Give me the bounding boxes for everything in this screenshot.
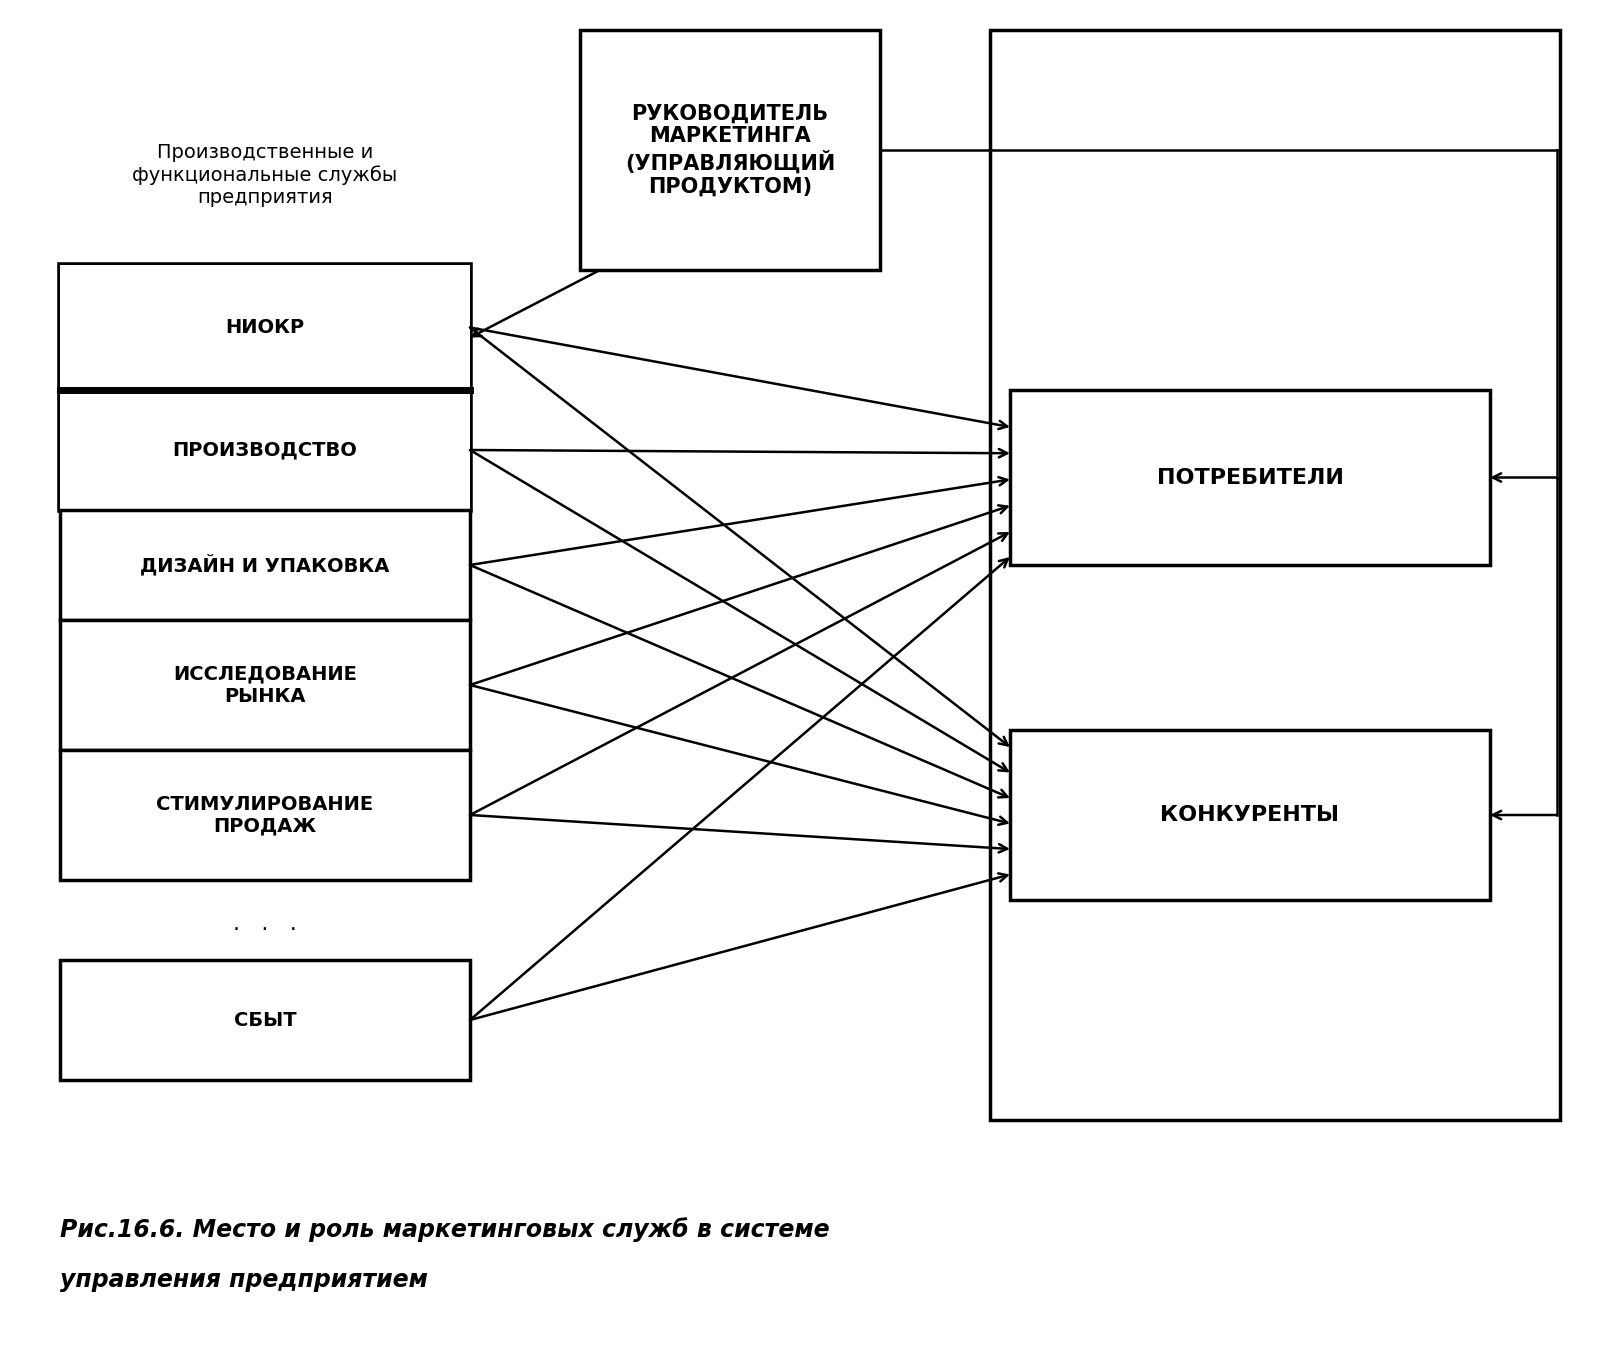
Text: ·   ·   ·: · · · bbox=[233, 919, 296, 940]
Bar bbox=[1009, 390, 1490, 564]
Text: ПОТРЕБИТЕЛИ: ПОТРЕБИТЕЛИ bbox=[1157, 468, 1343, 487]
Bar bbox=[60, 265, 470, 510]
Bar bbox=[60, 620, 470, 749]
Bar bbox=[580, 30, 880, 271]
Text: Рис.16.6. Место и роль маркетинговых служб в системе: Рис.16.6. Место и роль маркетинговых слу… bbox=[60, 1217, 829, 1243]
Text: СТИМУЛИРОВАНИЕ
ПРОДАЖ: СТИМУЛИРОВАНИЕ ПРОДАЖ bbox=[157, 794, 374, 835]
Text: СБЫТ: СБЫТ bbox=[233, 1010, 296, 1030]
Bar bbox=[60, 510, 470, 620]
Text: КОНКУРЕНТЫ: КОНКУРЕНТЫ bbox=[1160, 805, 1340, 826]
Text: РУКОВОДИТЕЛЬ
МАРКЕТИНГА
(УПРАВЛЯЮЩИЙ
ПРОДУКТОМ): РУКОВОДИТЕЛЬ МАРКЕТИНГА (УПРАВЛЯЮЩИЙ ПРО… bbox=[625, 103, 836, 197]
Text: Производственные и
функциональные службы
предприятия: Производственные и функциональные службы… bbox=[133, 143, 397, 207]
Bar bbox=[60, 960, 470, 1080]
Bar bbox=[60, 749, 470, 880]
Bar bbox=[990, 30, 1560, 1121]
Text: ДИЗАЙН И УПАКОВКА: ДИЗАЙН И УПАКОВКА bbox=[141, 555, 390, 575]
Text: управления предприятием: управления предприятием bbox=[60, 1268, 428, 1292]
Bar bbox=[60, 390, 470, 510]
Text: НИОКР: НИОКР bbox=[225, 318, 305, 337]
Bar bbox=[60, 265, 470, 390]
Text: ИССЛЕДОВАНИЕ
РЫНКА: ИССЛЕДОВАНИЕ РЫНКА bbox=[173, 665, 356, 706]
Bar bbox=[1009, 730, 1490, 900]
Text: ПРОИЗВОДСТВО: ПРОИЗВОДСТВО bbox=[173, 441, 358, 460]
